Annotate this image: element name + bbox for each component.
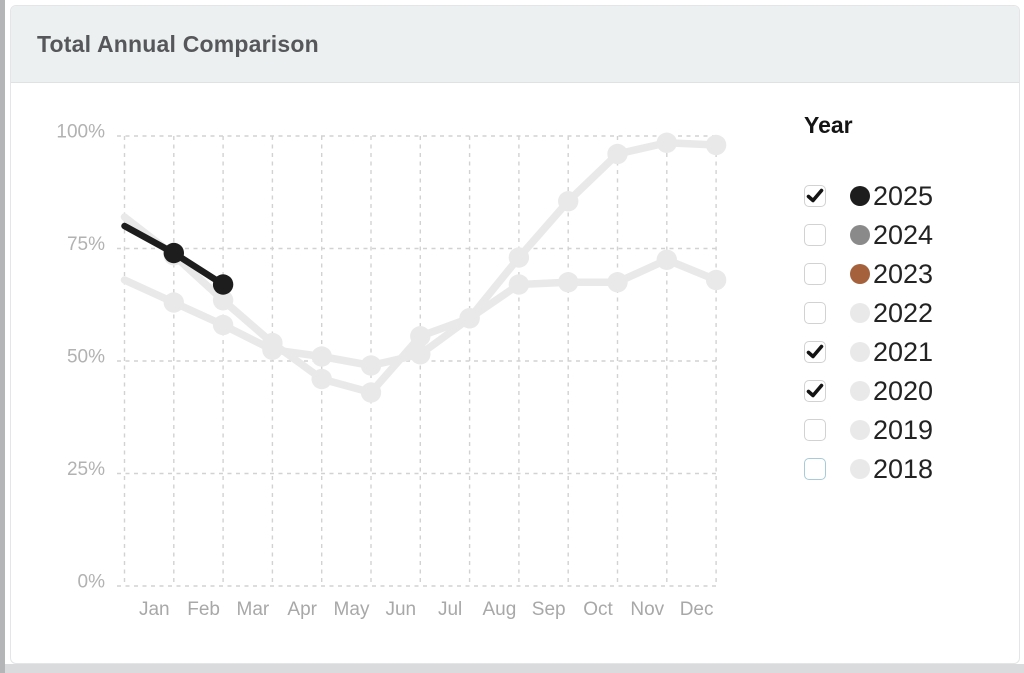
year-label-2023: 2023: [873, 258, 934, 289]
x-tick-label: Dec: [680, 599, 714, 620]
data-point-2021-Dec: [705, 269, 727, 291]
series-color-dot-2019: [850, 420, 870, 440]
data-point-2020-Jul: [459, 308, 480, 329]
legend-title: Year: [804, 112, 853, 138]
x-tick-label: Oct: [583, 599, 613, 620]
year-legend: Year 2025 2024 2023 2022 2021 2020 2019 2018: [804, 112, 1014, 482]
total-annual-comparison-card: Total Annual Comparison Year 2025 2024 202…: [10, 5, 1020, 664]
data-point-2021-Oct: [607, 272, 628, 293]
data-point-2020-Apr: [311, 368, 332, 390]
data-point-2020-May: [360, 382, 382, 403]
data-point-2021-Jan: [163, 292, 184, 313]
data-point-2021-Feb: [212, 314, 234, 336]
year-checkbox-2020[interactable]: [804, 380, 826, 402]
data-point-2020-Dec: [705, 134, 727, 156]
year-label-2020: 2020: [873, 375, 934, 406]
year-checkbox-2024[interactable]: [804, 224, 826, 246]
checkmark-icon: [806, 188, 824, 203]
x-tick-label: Mar: [237, 599, 270, 620]
data-point-2025-Jan: [163, 242, 184, 264]
legend-row-2019: 2019: [804, 414, 934, 445]
y-tick-label: 50%: [67, 347, 105, 368]
series-color-dot-2023: [850, 264, 870, 284]
x-tick-label: Nov: [630, 599, 664, 620]
legend-row-2025: 2025: [804, 180, 934, 211]
legend-row-2022: 2022: [804, 297, 934, 328]
series-2020: [120, 132, 727, 403]
series-color-dot-2020: [850, 381, 870, 401]
y-tick-label: 0%: [78, 572, 106, 593]
data-point-2021-Apr: [311, 346, 332, 367]
year-label-2019: 2019: [873, 414, 934, 445]
x-tick-label: Aug: [482, 599, 516, 620]
data-point-2021-May: [360, 355, 382, 376]
year-checkbox-2018[interactable]: [804, 458, 826, 480]
data-point-2020-Jun: [410, 326, 431, 347]
checkmark-icon: [806, 344, 824, 359]
legend-row-2020: 2020: [804, 375, 934, 406]
year-checkbox-2022[interactable]: [804, 302, 826, 324]
data-point-2025-Feb: [212, 274, 234, 295]
data-point-2020-Mar: [262, 332, 283, 354]
legend-row-2023: 2023: [804, 258, 934, 289]
x-tick-label: Jun: [385, 599, 416, 620]
x-tick-label: Jul: [438, 599, 462, 620]
page-title: Total Annual Comparison: [37, 30, 319, 57]
year-checkbox-2025[interactable]: [804, 185, 826, 207]
y-tick-label: 100%: [56, 122, 105, 143]
series-color-dot-2024: [850, 225, 870, 245]
x-tick-label: Sep: [532, 599, 566, 620]
data-point-2020-Aug: [508, 247, 530, 268]
year-checkbox-2023[interactable]: [804, 263, 826, 285]
x-tick-label: Apr: [287, 599, 317, 620]
year-checkbox-2019[interactable]: [804, 419, 826, 441]
data-point-2020-Nov: [656, 132, 677, 153]
x-tick-label: Feb: [187, 599, 220, 620]
data-point-2021-Aug: [508, 274, 530, 295]
legend-row-2024: 2024: [804, 219, 934, 250]
checkmark-icon: [806, 383, 824, 398]
data-point-2021-Sep: [558, 272, 579, 293]
year-label-2024: 2024: [873, 219, 934, 250]
data-point-2021-Nov: [656, 249, 677, 270]
legend-row-2021: 2021: [804, 336, 934, 367]
x-tick-label: Jan: [139, 599, 170, 620]
x-tick-label: May: [334, 599, 370, 620]
data-point-2020-Oct: [607, 143, 628, 165]
y-tick-label: 75%: [67, 234, 105, 255]
y-tick-label: 25%: [67, 459, 105, 480]
series-2025: [121, 222, 234, 295]
data-point-2020-Feb: [212, 290, 234, 311]
year-label-2022: 2022: [873, 297, 934, 328]
data-point-2020-Sep: [558, 191, 579, 212]
legend-row-2018: 2018: [804, 453, 934, 484]
series-color-dot-2025: [850, 186, 870, 206]
data-point-2021-Jun: [410, 344, 431, 365]
year-label-2018: 2018: [873, 453, 934, 484]
year-label-2025: 2025: [873, 180, 934, 211]
series-color-dot-2022: [850, 303, 870, 323]
y-axis-labels: 0% 25% 50% 75% 100%: [56, 122, 105, 593]
series-color-dot-2018: [850, 459, 870, 479]
card-header: Total Annual Comparison: [11, 6, 1019, 83]
year-label-2021: 2021: [873, 336, 934, 367]
series-2021: [120, 249, 727, 376]
x-axis-labels: Jan Feb Mar Apr May Jun Jul Aug Sep Oct Nov Dec: [139, 599, 714, 620]
page-background-strip: [0, 664, 1024, 673]
left-edge-panel: [0, 0, 5, 673]
series-color-dot-2021: [850, 342, 870, 362]
year-checkbox-2021[interactable]: [804, 341, 826, 363]
